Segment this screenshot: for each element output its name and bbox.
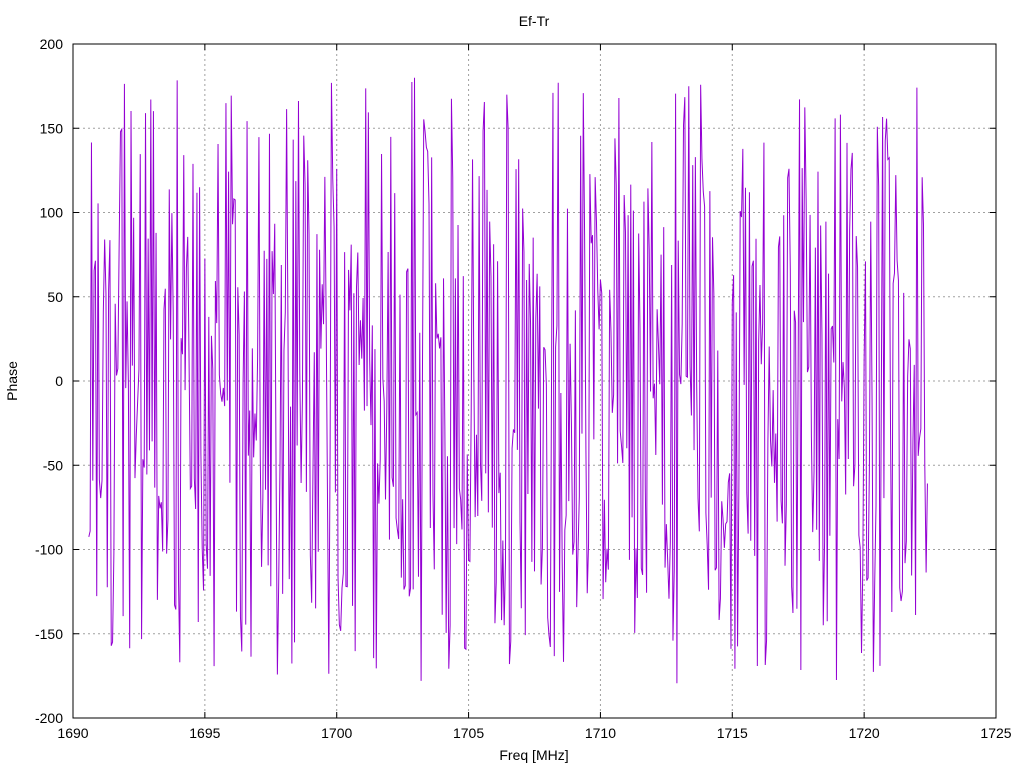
- x-tick-label: 1710: [585, 725, 616, 741]
- chart-title: Ef-Tr: [519, 13, 550, 29]
- x-tick-label: 1700: [321, 725, 352, 741]
- y-tick-label: 200: [40, 36, 64, 52]
- y-tick-label: -100: [35, 542, 63, 558]
- y-tick-label: -50: [43, 457, 63, 473]
- x-tick-label: 1720: [849, 725, 880, 741]
- x-tick-label: 1725: [980, 725, 1011, 741]
- y-tick-label: 50: [47, 289, 63, 305]
- x-axis-label: Freq [MHz]: [499, 747, 568, 763]
- x-tick-label: 1695: [189, 725, 220, 741]
- x-tick-label: 1715: [717, 725, 748, 741]
- y-tick-label: 0: [55, 373, 63, 389]
- y-tick-label: 100: [40, 205, 64, 221]
- y-tick-label: 150: [40, 120, 64, 136]
- x-tick-label: 1705: [453, 725, 484, 741]
- axis-ticks: 1690 1695 1700 1705 1710 1715 1720 1725 -200 -150…: [35, 36, 1012, 741]
- x-tick-label: 1690: [57, 725, 88, 741]
- series-line-0: [88, 77, 928, 684]
- data-series: [88, 77, 928, 684]
- y-tick-label: -150: [35, 626, 63, 642]
- y-tick-label: -200: [35, 710, 63, 726]
- y-axis-label: Phase: [4, 361, 20, 401]
